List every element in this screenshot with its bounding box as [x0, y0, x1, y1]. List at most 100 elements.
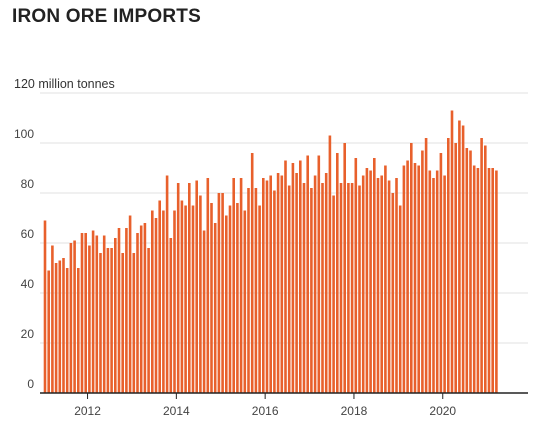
bar — [147, 248, 150, 393]
bar — [77, 268, 80, 393]
bar — [302, 183, 306, 393]
bar — [114, 238, 117, 393]
bar — [262, 178, 265, 393]
bar — [217, 193, 221, 393]
bar — [225, 215, 228, 393]
bar — [117, 228, 121, 393]
y-axis-unit-label: 120 million tonnes — [14, 77, 115, 91]
bar — [454, 143, 457, 393]
bar — [188, 183, 191, 393]
x-axis-ticks: 2012 2014 2016 2018 2020 — [74, 393, 456, 418]
bar — [69, 243, 73, 393]
bar — [476, 168, 480, 393]
bar — [176, 183, 180, 393]
bar — [95, 235, 99, 393]
bar-series — [43, 110, 498, 393]
bar — [221, 193, 224, 393]
bar — [376, 178, 380, 393]
bar — [491, 168, 494, 393]
y-axis-labels: 0 20 40 60 80 100 — [14, 127, 34, 391]
bar — [373, 158, 376, 393]
bar — [154, 218, 158, 393]
x-tick-label: 2016 — [252, 404, 279, 418]
bar — [65, 268, 69, 393]
bar — [306, 155, 309, 393]
bar — [195, 180, 198, 393]
bar — [43, 220, 47, 393]
bar — [472, 165, 476, 393]
bar — [317, 155, 321, 393]
bar — [165, 175, 169, 393]
bar — [265, 180, 269, 393]
bar — [276, 173, 280, 393]
bar — [258, 205, 261, 393]
bar — [339, 183, 343, 393]
bar — [269, 175, 272, 393]
bar — [295, 173, 298, 393]
bar — [91, 230, 95, 393]
bar — [213, 223, 217, 393]
bar — [169, 238, 173, 393]
bar — [291, 163, 295, 393]
bar — [365, 168, 369, 393]
bar — [273, 190, 276, 393]
bar — [58, 260, 62, 393]
bar — [387, 180, 391, 393]
bar — [73, 240, 76, 393]
bar — [495, 170, 498, 393]
y-tick-label: 80 — [21, 177, 35, 191]
bar — [328, 135, 332, 393]
bar — [88, 245, 91, 393]
y-tick-label: 100 — [14, 127, 34, 141]
bar — [461, 125, 465, 393]
bar — [110, 248, 113, 393]
y-tick-label: 40 — [21, 277, 35, 291]
bar — [99, 253, 102, 393]
bar — [284, 160, 287, 393]
bar — [132, 253, 136, 393]
bar — [417, 165, 420, 393]
bar — [480, 138, 483, 393]
bar — [243, 210, 247, 393]
bar — [380, 175, 383, 393]
y-tick-label: 60 — [21, 227, 35, 241]
bar — [391, 193, 395, 393]
bar — [236, 203, 239, 393]
bar — [254, 188, 258, 393]
bar — [287, 185, 291, 393]
bar — [139, 225, 143, 393]
bar — [443, 175, 446, 393]
bar — [206, 178, 210, 393]
bar — [413, 163, 417, 393]
x-tick-label: 2020 — [429, 404, 456, 418]
bar — [324, 173, 328, 393]
bar — [402, 165, 406, 393]
bar — [410, 143, 413, 393]
bar — [54, 263, 58, 393]
bar — [228, 205, 232, 393]
bar — [47, 270, 50, 393]
bar — [191, 205, 195, 393]
bar — [384, 165, 387, 393]
bar — [180, 200, 184, 393]
bar — [424, 138, 428, 393]
bar — [84, 233, 87, 393]
bar — [310, 188, 313, 393]
bar — [125, 228, 128, 393]
bar — [332, 195, 335, 393]
y-tick-label: 20 — [21, 327, 35, 341]
bar — [199, 195, 202, 393]
bar — [80, 233, 84, 393]
bar — [439, 153, 443, 393]
bar — [395, 178, 398, 393]
bar — [484, 145, 487, 393]
bar — [143, 223, 147, 393]
x-tick-label: 2012 — [74, 404, 101, 418]
bar — [398, 205, 402, 393]
bar — [321, 183, 324, 393]
bar — [173, 210, 176, 393]
bar — [62, 258, 65, 393]
bar — [361, 175, 365, 393]
bar — [458, 120, 461, 393]
y-tick-label: 0 — [27, 377, 34, 391]
